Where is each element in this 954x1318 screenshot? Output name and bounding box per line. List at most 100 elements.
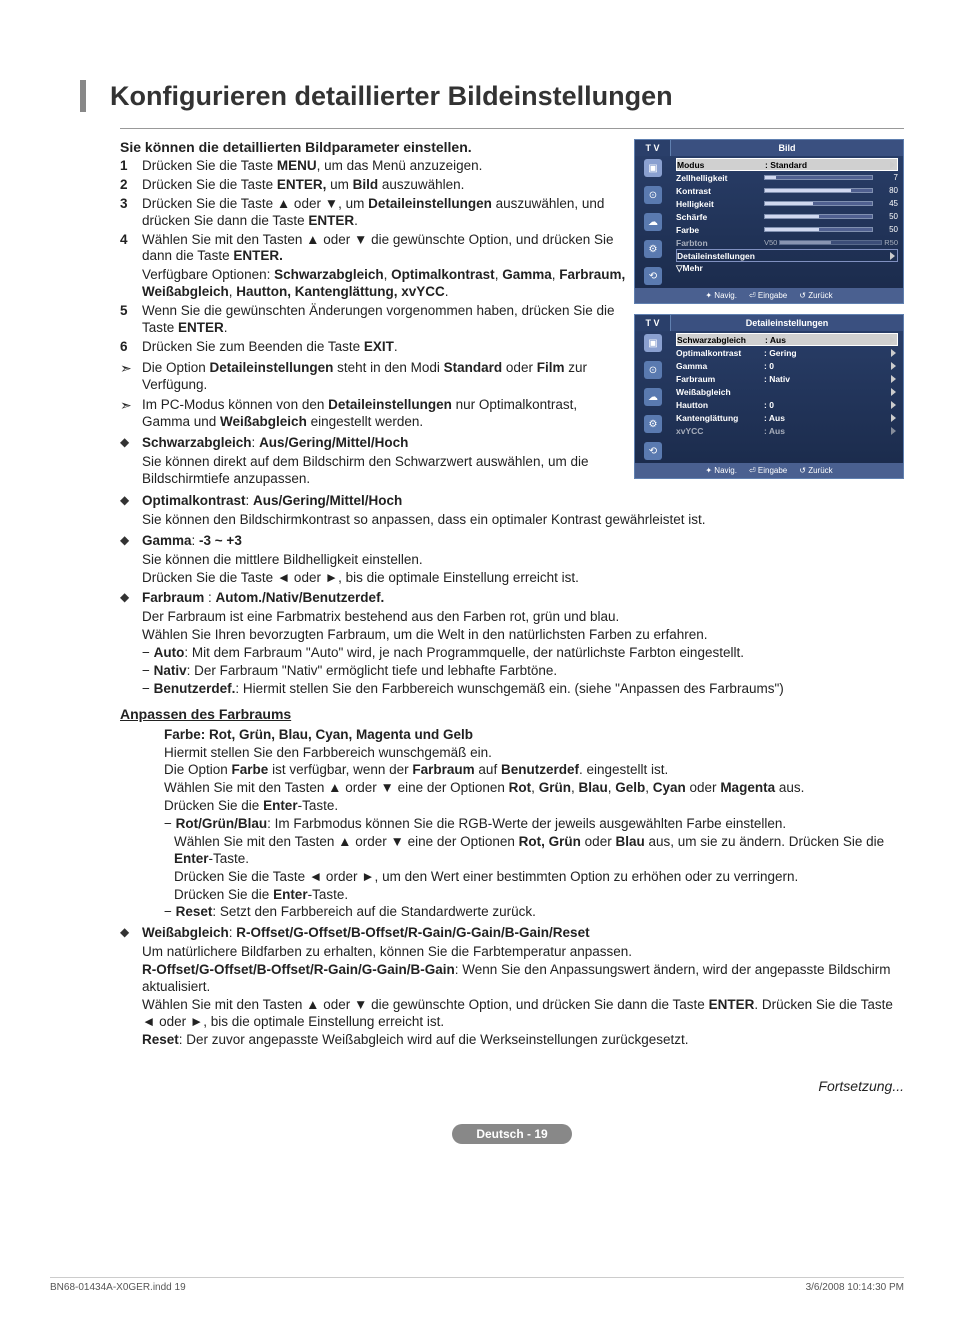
bullet-sub: − Auto: Mit dem Farbraum "Auto" wird, je… (142, 645, 904, 662)
osd-arrow-icon (889, 348, 898, 357)
osd-row[interactable]: Detaileinstellungen (676, 249, 898, 262)
osd-slider (779, 240, 882, 245)
osd-slider-value: 50 (876, 225, 898, 234)
osd-row[interactable]: xvYCC: Aus (676, 424, 898, 437)
step-number: 6 (120, 339, 142, 356)
osd-label: Gamma (676, 361, 764, 371)
osd-row[interactable]: Helligkeit45 (676, 197, 898, 210)
bullet-sub: R-Offset/G-Offset/B-Offset/R-Gain/G-Gain… (142, 962, 904, 996)
osd-footer: ✦ Navig.⏎ Eingabe↺ Zurück (635, 288, 903, 303)
osd-row[interactable]: Hautton: 0 (676, 398, 898, 411)
page-badge: Deutsch - 19 (452, 1124, 572, 1144)
osd-nav-icon[interactable]: ☁ (644, 213, 662, 231)
step-number: 2 (120, 177, 142, 194)
osd-slider (764, 227, 873, 232)
step-text: Wenn Sie die gewünschten Änderungen vorg… (142, 303, 626, 337)
osd-row[interactable]: Farbe 50 (676, 223, 898, 236)
osd-row[interactable]: Gamma: 0 (676, 359, 898, 372)
osd-label: Farbe (676, 225, 764, 235)
bullet-sub: Sie können die mittlere Bildhelligkeit e… (142, 552, 904, 569)
section-header-farbraum: Anpassen des Farbraums (120, 706, 904, 722)
bullet-sub: Reset: Der zuvor angepasste Weißabgleich… (142, 1032, 904, 1049)
osd-row[interactable]: Zellhelligkeit7 (676, 171, 898, 184)
osd-label: Schärfe (676, 212, 764, 222)
osd-value: : Standard (765, 160, 888, 170)
osd-panel: T VDetaileinstellungen▣⊙☁⚙⟲Schwarzabglei… (634, 314, 904, 479)
step-number: 1 (120, 158, 142, 175)
intro-text: Sie können die detaillierten Bildparamet… (120, 139, 626, 155)
step-text: Drücken Sie die Taste ▲ oder ▼, um Detai… (142, 196, 626, 230)
osd-footer-item: ⏎ Eingabe (749, 466, 787, 475)
osd-row[interactable]: Kantenglättung: Aus (676, 411, 898, 424)
osd-arrow-icon (889, 387, 898, 396)
note-text: Die Option Detaileinstellungen steht in … (142, 360, 626, 394)
osd-row[interactable]: FarbtonV50R50 (676, 236, 898, 249)
step-text: Drücken Sie die Taste ENTER, um Bild aus… (142, 177, 626, 194)
farbe-title: Farbe: Rot, Grün, Blau, Cyan, Magenta un… (164, 727, 904, 744)
osd-nav-icon[interactable]: ⟲ (644, 442, 662, 460)
osd-row[interactable]: Farbraum: Nativ (676, 372, 898, 385)
bullet-row: ◆Weißabgleich: R-Offset/G-Offset/B-Offse… (120, 925, 904, 942)
step-text: Drücken Sie zum Beenden die Taste EXIT. (142, 339, 626, 356)
bullet-row: ◆Optimalkontrast: Aus/Gering/Mittel/Hoch (120, 493, 904, 510)
osd-value: : 0 (764, 361, 889, 371)
farbe-line: Hiermit stellen Sie den Farbbereich wuns… (164, 745, 904, 762)
osd-footer-item: ↺ Zurück (799, 291, 832, 300)
title-divider (120, 128, 904, 129)
osd-arrow-icon (889, 400, 898, 409)
osd-panel: T VBild▣⊙☁⚙⟲Modus: StandardZellhelligkei… (634, 139, 904, 304)
osd-label: ▽Mehr (676, 263, 764, 274)
osd-row[interactable]: Optimalkontrast: Gering (676, 346, 898, 359)
step-number: 5 (120, 303, 142, 337)
osd-nav-icon[interactable]: ⊙ (644, 361, 662, 379)
osd-nav-icon[interactable]: ▣ (644, 334, 662, 352)
bullet-row: ◆Schwarzabgleich: Aus/Gering/Mittel/Hoch (120, 435, 626, 452)
osd-label: Schwarzabgleich (677, 335, 765, 345)
bullet-sub: Der Farbraum ist eine Farbmatrix bestehe… (142, 609, 904, 626)
osd-nav-icon[interactable]: ⊙ (644, 186, 662, 204)
note-arrow-icon: ➣ (120, 360, 142, 394)
osd-nav-icon[interactable]: ▣ (644, 159, 662, 177)
osd-label: Zellhelligkeit (676, 173, 764, 183)
osd-nav-icon[interactable]: ⚙ (644, 415, 662, 433)
bullet-sub: Wählen Sie mit den Tasten ▲ oder ▼ die g… (142, 997, 904, 1031)
note-row: ➣Im PC-Modus können von den Detaileinste… (120, 397, 626, 431)
osd-row[interactable]: ▽Mehr (676, 262, 898, 275)
osd-slider (764, 175, 873, 180)
osd-label: Farbton (676, 238, 764, 248)
osd-label: Farbraum (676, 374, 764, 384)
osd-slider-value: 50 (876, 212, 898, 221)
osd-value: : Nativ (764, 374, 889, 384)
step-text: Drücken Sie die Taste MENU, um das Menü … (142, 158, 626, 175)
osd-nav-icon[interactable]: ⚙ (644, 240, 662, 258)
bullet-text: Gamma: -3 ~ +3 (142, 533, 904, 550)
osd-arrow-icon (889, 426, 898, 435)
bullet-sub: Sie können den Bildschirmkontrast so anp… (142, 512, 904, 529)
bullet-row: ◆Farbraum : Autom./Nativ/Benutzerdef. (120, 590, 904, 607)
osd-value: : 0 (764, 400, 889, 410)
osd-row[interactable]: Weißabgleich (676, 385, 898, 398)
page-footer: BN68-01434A-X0GER.indd 19 3/6/2008 10:14… (50, 1277, 904, 1293)
bullet-sub: Sie können direkt auf dem Bildschirm den… (142, 454, 626, 488)
osd-nav-icon[interactable]: ⟲ (644, 267, 662, 285)
osd-value: : Gering (764, 348, 889, 358)
diamond-icon: ◆ (120, 533, 142, 550)
osd-label: Optimalkontrast (676, 348, 764, 358)
osd-row[interactable]: Modus: Standard (676, 158, 898, 171)
step-text: Wählen Sie mit den Tasten ▲ oder ▼ die g… (142, 232, 626, 266)
bullet-sub: Wählen Sie Ihren bevorzugten Farbraum, u… (142, 627, 904, 644)
note-arrow-icon: ➣ (120, 397, 142, 431)
osd-slider-value: 80 (876, 186, 898, 195)
osd-label: Detaileinstellungen (677, 251, 765, 261)
diamond-icon: ◆ (120, 590, 142, 607)
osd-nav-icon[interactable]: ☁ (644, 388, 662, 406)
osd-row[interactable]: Kontrast80 (676, 184, 898, 197)
diamond-icon: ◆ (120, 925, 142, 942)
osd-row[interactable]: Schärfe 50 (676, 210, 898, 223)
footer-right: 3/6/2008 10:14:30 PM (806, 1282, 904, 1293)
osd-value: : Aus (764, 413, 889, 423)
page-title: Konfigurieren detaillierter Bildeinstell… (110, 81, 673, 112)
diamond-icon: ◆ (120, 493, 142, 510)
osd-slider (764, 214, 873, 219)
osd-row[interactable]: Schwarzabgleich: Aus (676, 333, 898, 346)
